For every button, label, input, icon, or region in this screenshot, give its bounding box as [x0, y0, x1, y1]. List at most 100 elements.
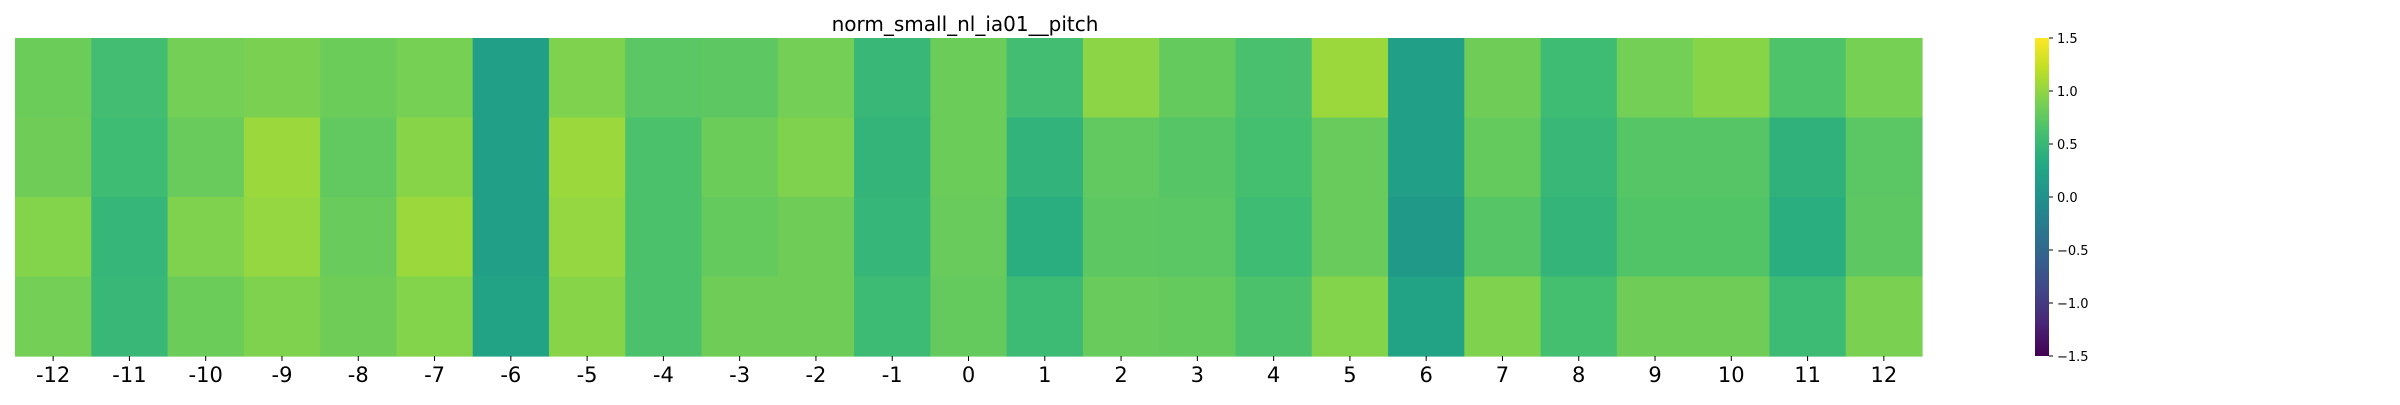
heatmap-cell — [1311, 38, 1389, 119]
heatmap-cell — [243, 117, 321, 198]
colorbar-tick-label: −0.5 — [2057, 244, 2089, 259]
heatmap-cell — [930, 117, 1008, 198]
heatmap-cell — [1464, 197, 1542, 278]
x-tick-label: -3 — [729, 363, 750, 387]
heatmap-cell — [1464, 38, 1542, 119]
heatmap-cell — [1082, 117, 1160, 198]
heatmap-cell — [1540, 38, 1618, 119]
x-tick-label: -12 — [36, 363, 70, 387]
x-tick-label: -8 — [348, 363, 369, 387]
heatmap-cell — [396, 276, 474, 357]
heatmap-cell — [701, 276, 779, 357]
heatmap-cell — [1693, 38, 1771, 119]
heatmap-cell — [1006, 38, 1084, 119]
heatmap-cell — [625, 117, 703, 198]
heatmap-cell — [1540, 117, 1618, 198]
x-tick-label: 8 — [1572, 363, 1585, 387]
heatmap-cell — [777, 117, 855, 198]
x-tick-label: 11 — [1794, 363, 1821, 387]
x-tick-label: 0 — [962, 363, 975, 387]
heatmap-cell — [1082, 197, 1160, 278]
heatmap-cell — [1769, 276, 1847, 357]
heatmap-cell — [1464, 117, 1542, 198]
heatmap-cell — [396, 38, 474, 119]
x-tick-label: 5 — [1343, 363, 1356, 387]
heatmap-cell — [167, 38, 245, 119]
x-tick-label: -9 — [272, 363, 293, 387]
heatmap-cell — [396, 117, 474, 198]
heatmap-cell — [548, 38, 626, 119]
colorbar: 1.5 1.0 0.5 0.0 −0.5 −1.0 −1.5 — [2035, 32, 2089, 365]
heatmap-cell — [1540, 276, 1618, 357]
colorbar-gradient — [2035, 38, 2049, 356]
heatmap-cell — [15, 276, 92, 357]
x-tick-label: 12 — [1870, 363, 1897, 387]
colorbar-tick-label: 1.0 — [2057, 85, 2078, 100]
heatmap-cell — [243, 276, 321, 357]
heatmap-cell — [625, 38, 703, 119]
heatmap-cell — [167, 276, 245, 357]
heatmap-cell — [625, 197, 703, 278]
x-tick-label: -11 — [112, 363, 146, 387]
heatmap-cell — [854, 38, 931, 119]
heatmap-cell — [1769, 38, 1847, 119]
heatmap-cell — [1464, 276, 1542, 357]
colorbar-tick-label: 1.5 — [2057, 32, 2078, 47]
heatmap-cell — [1693, 117, 1771, 198]
heatmap-cell — [472, 117, 550, 198]
colorbar-tick-label: −1.5 — [2057, 350, 2089, 365]
heatmap-cell — [15, 197, 92, 278]
heatmap-cell — [91, 276, 169, 357]
x-tick-label: 2 — [1114, 363, 1127, 387]
x-tick-label: -1 — [882, 363, 903, 387]
heatmap-cell — [1388, 197, 1465, 278]
heatmap-cell — [1769, 197, 1847, 278]
heatmap-cell — [1159, 197, 1237, 278]
heatmap-cell — [472, 197, 550, 278]
x-tick-label: 9 — [1648, 363, 1661, 387]
heatmap-cell — [1159, 38, 1237, 119]
x-tick-labels: -12 -11 -10 -9 -8 -7 -6 -5 -4 -3 -2 -1 0 1 2 3 4 5 6 7 8 9 10 1… — [36, 356, 1897, 387]
x-tick-label: 3 — [1191, 363, 1204, 387]
heatmap-cell — [1006, 117, 1084, 198]
heatmap-cell — [320, 117, 397, 198]
colorbar-tick-label: 0.5 — [2057, 138, 2078, 153]
heatmap-cell — [1845, 117, 1923, 198]
heatmap-cell — [1845, 38, 1923, 119]
heatmap-cell — [1388, 117, 1465, 198]
x-tick-label: 7 — [1496, 363, 1509, 387]
heatmap-cell — [1693, 276, 1771, 357]
heatmap-cell — [91, 197, 169, 278]
heatmap-cell — [243, 197, 321, 278]
x-tick-label: -2 — [805, 363, 826, 387]
heatmap-cell — [1540, 197, 1618, 278]
colorbar-tick-label: 0.0 — [2057, 191, 2078, 206]
heatmap-cell — [930, 197, 1008, 278]
colorbar-tick-label: −1.0 — [2057, 297, 2089, 312]
chart-title: norm_small_nl_ia01__pitch — [832, 12, 1099, 36]
heatmap-cell — [91, 117, 169, 198]
heatmap-cell — [396, 197, 474, 278]
heatmap-cell — [1388, 276, 1465, 357]
heatmap-cell — [1082, 38, 1160, 119]
heatmap-cell — [1235, 38, 1313, 119]
heatmap-cell — [15, 117, 92, 198]
heatmap-cell — [320, 197, 397, 278]
heatmap-cell — [854, 276, 931, 357]
heatmap-cell — [701, 38, 779, 119]
heatmap-cell — [1693, 197, 1771, 278]
heatmap-cell — [15, 38, 92, 119]
heatmap-cell — [1616, 197, 1694, 278]
heatmap-cell — [1311, 276, 1389, 357]
heatmap-cell — [701, 197, 779, 278]
heatmap-cell — [167, 117, 245, 198]
heatmap-cell — [472, 38, 550, 119]
heatmap-cell — [548, 197, 626, 278]
heatmap-cell — [930, 276, 1008, 357]
x-tick-label: -6 — [500, 363, 521, 387]
x-tick-label: 6 — [1419, 363, 1432, 387]
x-tick-label: 4 — [1267, 363, 1280, 387]
heatmap-cell — [1769, 117, 1847, 198]
